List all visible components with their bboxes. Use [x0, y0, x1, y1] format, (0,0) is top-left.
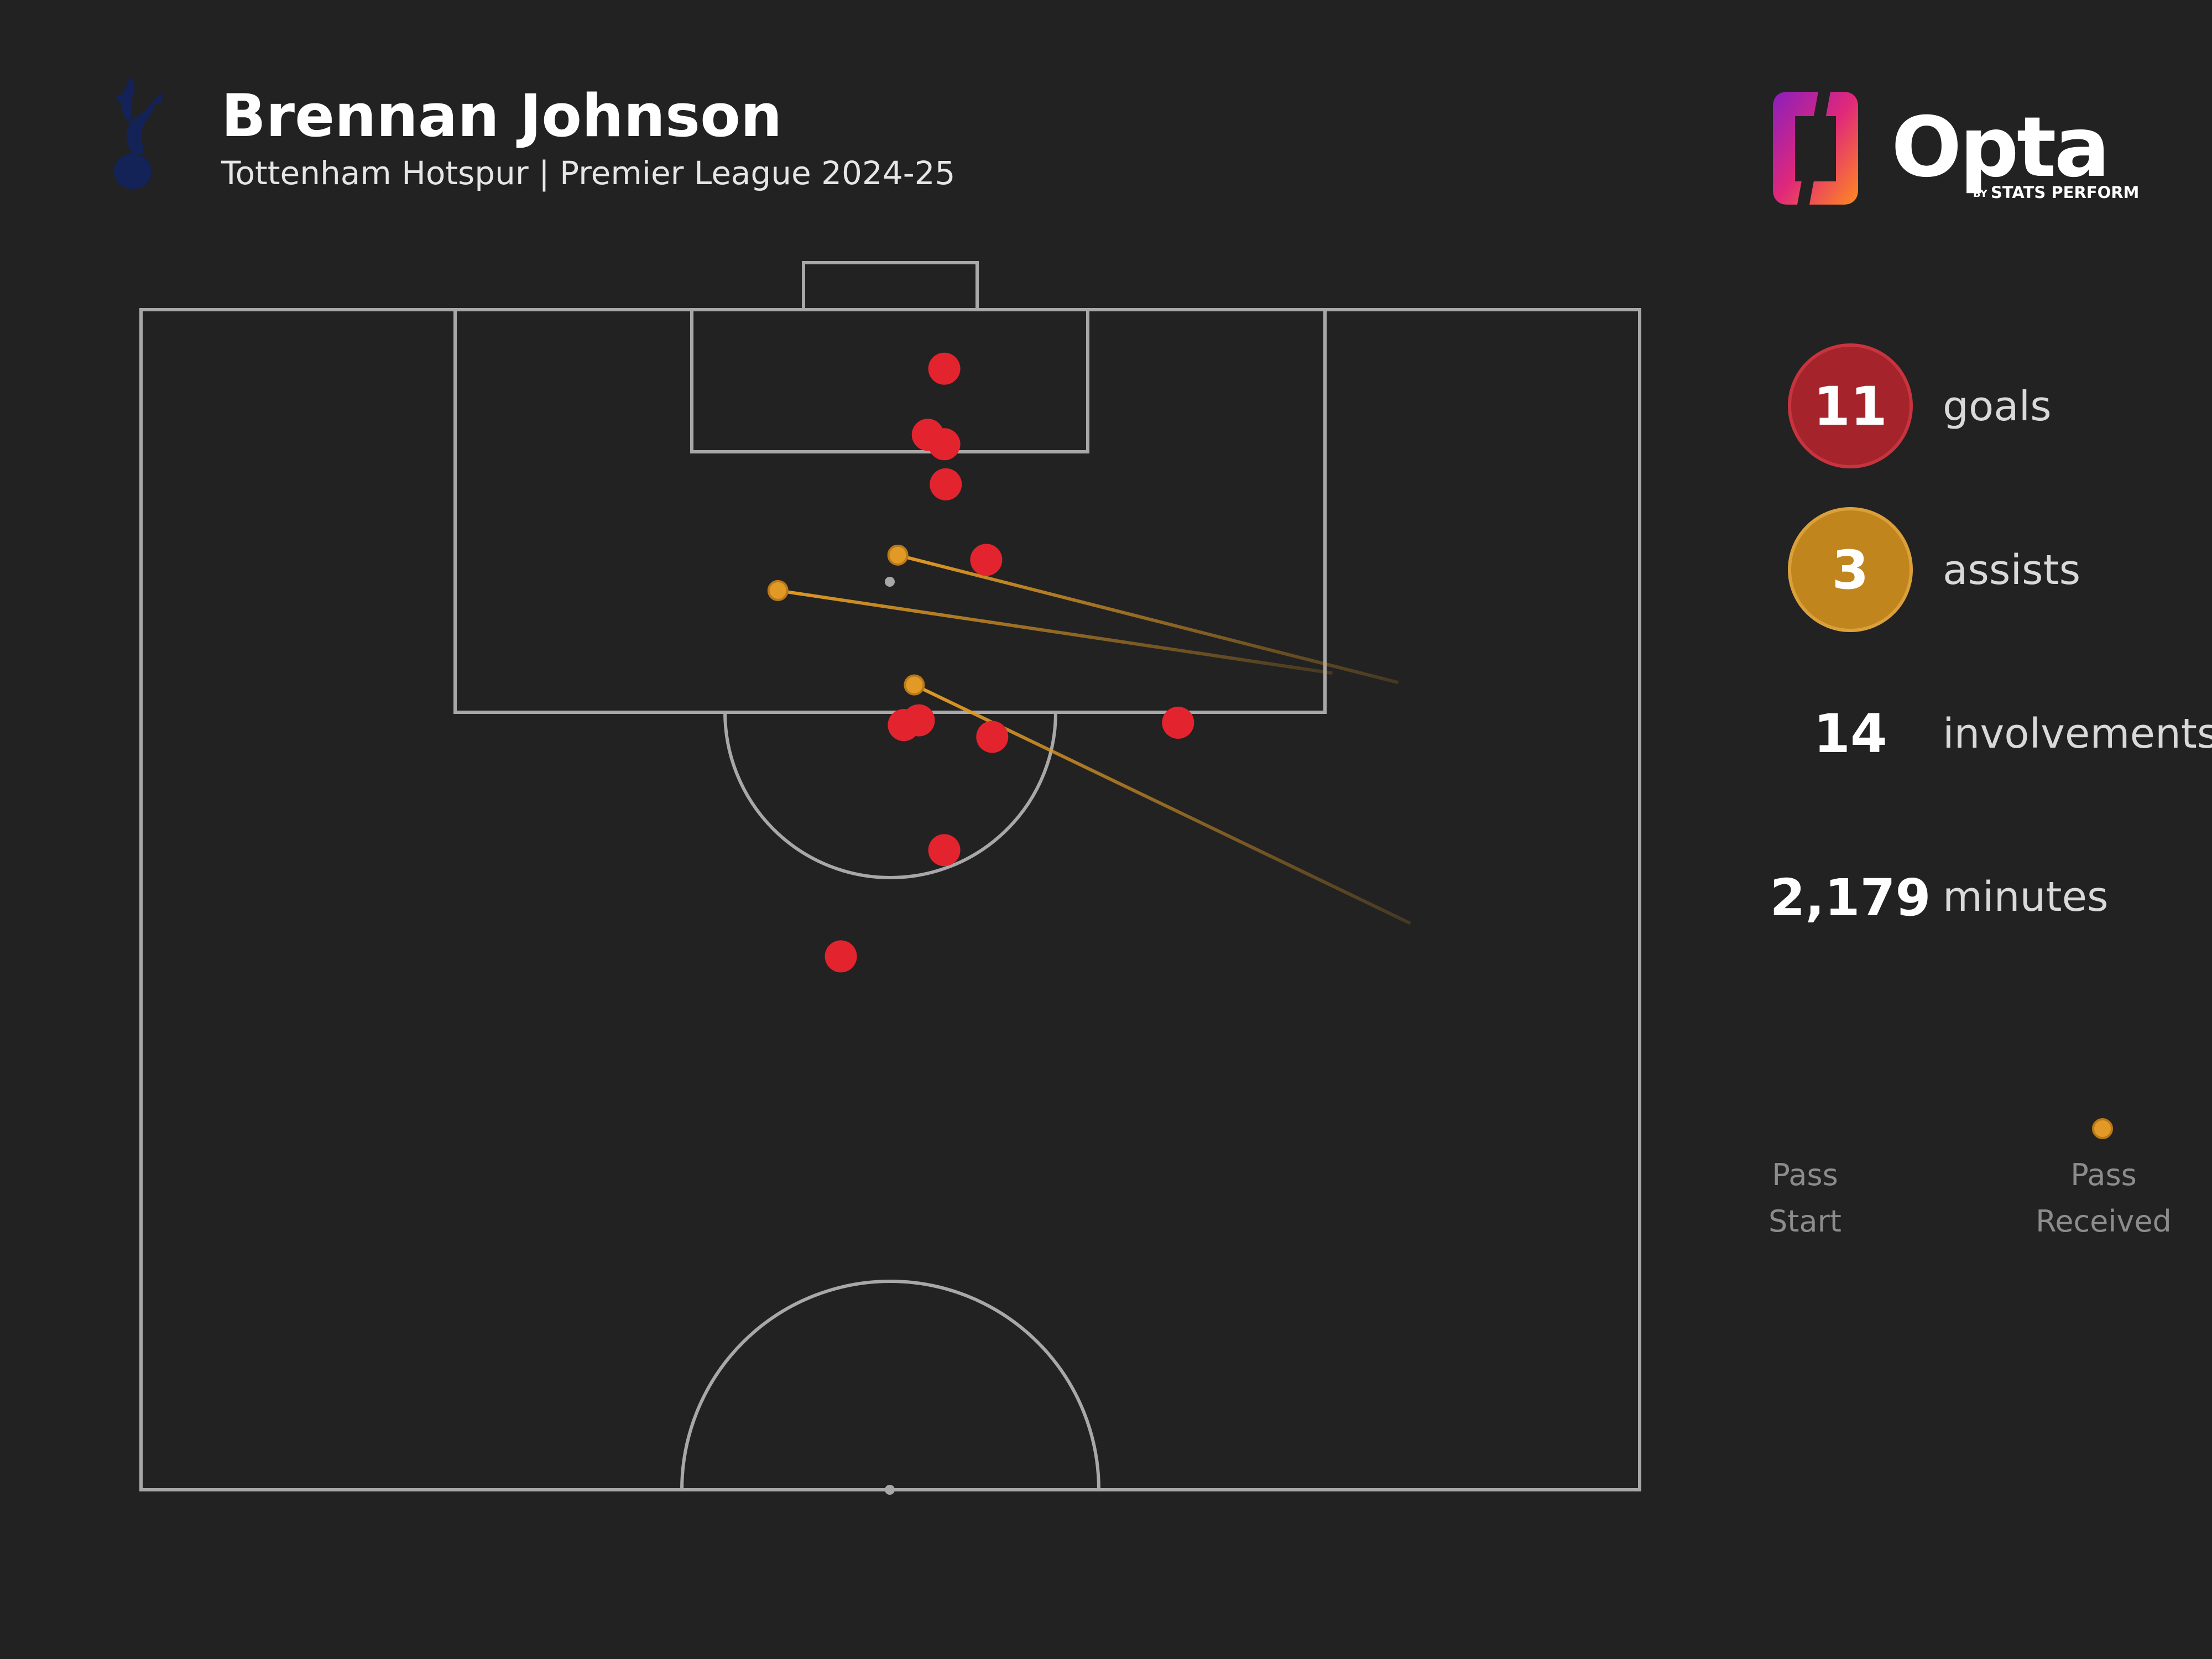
- opta-tagline: STATS PERFORM: [1991, 183, 2139, 202]
- legend-end-line1: Pass: [2070, 1157, 2137, 1192]
- goals-label: goals: [1943, 383, 2052, 430]
- penalty-spot: [885, 577, 895, 587]
- stats-panel: 11 goals 3 assists 14 involvements 2,179…: [1770, 343, 2212, 927]
- assist-received-marker: [767, 580, 789, 601]
- minutes-label: minutes: [1943, 873, 2109, 921]
- goal-marker: [930, 468, 962, 500]
- goal-marker: [928, 428, 961, 461]
- centre-circle: [680, 1280, 1100, 1490]
- goal-marker: [902, 704, 935, 737]
- legend-end-line2: Received: [2036, 1204, 2172, 1239]
- assist-received-marker: [887, 544, 909, 566]
- goal-marker: [976, 721, 1009, 753]
- six-yard-box: [690, 308, 1089, 453]
- goals-badge: [1788, 343, 1913, 468]
- goal-marker: [928, 834, 961, 867]
- goals-count: 11: [1813, 375, 1887, 437]
- goal-marker: [970, 544, 1003, 576]
- legend-start-line2: Start: [1768, 1204, 1841, 1239]
- assist-passes: [767, 544, 1411, 925]
- involvements-label: involvements: [1943, 710, 2212, 758]
- minutes-count: 2,179: [1770, 868, 1931, 927]
- tottenham-crest-icon: [114, 75, 164, 189]
- assist-pass-line: [897, 553, 1399, 685]
- involvements-count: 14: [1813, 703, 1887, 765]
- pitch-boundary: [139, 308, 1641, 1491]
- pitch: [139, 261, 1641, 1495]
- opta-logo-icon: [1773, 92, 1858, 205]
- assists-badge: [1788, 507, 1913, 632]
- goal-frame: [802, 261, 979, 311]
- opta-logo: Opta BY STATS PERFORM: [1773, 92, 2139, 205]
- goal-marker: [825, 940, 857, 973]
- goal-markers: [825, 352, 1194, 973]
- assists-count: 3: [1832, 539, 1869, 601]
- opta-wordmark: Opta: [1891, 100, 2108, 196]
- assists-label: assists: [1943, 546, 2080, 594]
- penalty-arc: [723, 712, 1057, 879]
- centre-spot: [885, 1485, 895, 1495]
- legend-start-line1: Pass: [1772, 1157, 1838, 1192]
- goal-marker: [928, 352, 961, 385]
- pass-legend: Pass Start Pass Received: [1768, 1118, 2172, 1239]
- page-subtitle: Tottenham Hotspur | Premier League 2024-…: [221, 154, 955, 192]
- page-title: Brennan Johnson: [221, 82, 782, 150]
- goal-marker: [1162, 706, 1194, 739]
- opta-by-text: BY: [1973, 188, 1988, 200]
- assist-received-marker: [904, 674, 925, 696]
- legend-received-marker: [2092, 1118, 2113, 1139]
- assist-pass-line: [778, 588, 1333, 675]
